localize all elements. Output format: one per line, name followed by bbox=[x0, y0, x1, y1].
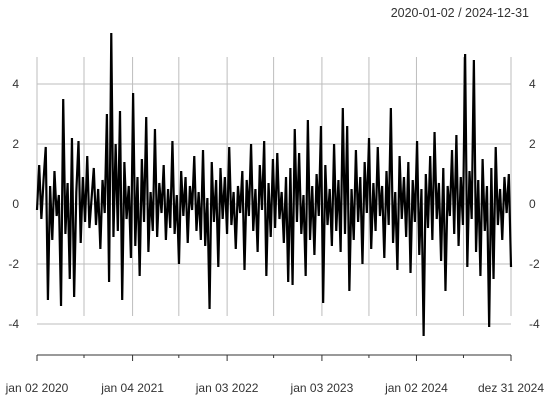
y-tick-label-right: -2 bbox=[529, 257, 540, 271]
y-tick-label-right: 0 bbox=[529, 197, 536, 211]
y-tick-label-left: -2 bbox=[8, 257, 19, 271]
x-tick-label: jan 02 2020 bbox=[5, 381, 69, 395]
y-tick-label-left: 4 bbox=[12, 77, 19, 91]
y-tick-label-left: 0 bbox=[12, 197, 19, 211]
y-tick-label-left: -4 bbox=[8, 317, 19, 331]
x-tick-label: jan 03 2023 bbox=[290, 381, 354, 395]
y-tick-label-right: 2 bbox=[529, 137, 536, 151]
series-line bbox=[35, 32, 513, 337]
axes: -4 -4 -2 -2 0 0 2 2 4 4 jan 02 2020 jan 04 2021 jan … bbox=[5, 77, 545, 395]
series-layer bbox=[35, 32, 513, 337]
x-tick-label: jan 03 2022 bbox=[195, 381, 259, 395]
y-tick-label-right: 4 bbox=[529, 77, 536, 91]
date-range-label: 2020-01-02 / 2024-12-31 bbox=[391, 6, 529, 20]
y-tick-label-left: 2 bbox=[12, 137, 19, 151]
x-tick-label: dez 31 2024 bbox=[478, 381, 544, 395]
x-tick-label: jan 02 2024 bbox=[384, 381, 448, 395]
x-tick-label: jan 04 2021 bbox=[100, 381, 164, 395]
y-tick-label-right: -4 bbox=[529, 317, 540, 331]
